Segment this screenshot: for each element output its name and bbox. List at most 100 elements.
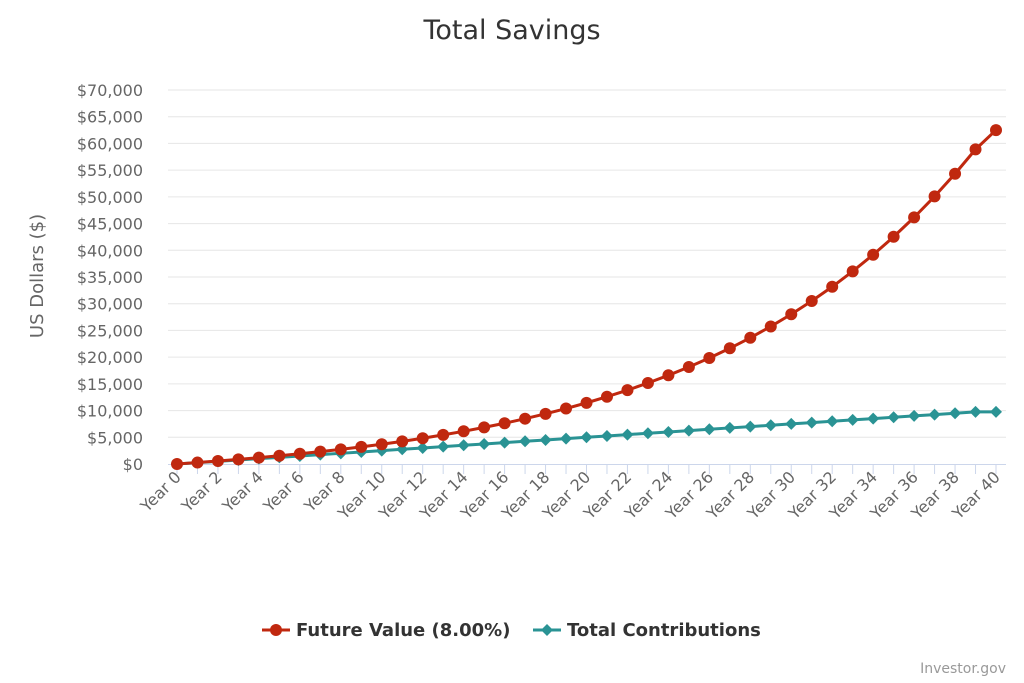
- data-point[interactable]: [437, 428, 450, 441]
- y-tick-label: $50,000: [77, 188, 143, 207]
- y-tick-label: $30,000: [77, 295, 143, 314]
- data-point[interactable]: [867, 248, 880, 261]
- data-point[interactable]: [600, 390, 613, 403]
- data-point[interactable]: [478, 421, 491, 434]
- data-point[interactable]: [600, 429, 613, 442]
- grid-lines: [168, 89, 1006, 438]
- data-point[interactable]: [416, 441, 429, 454]
- data-point[interactable]: [273, 449, 286, 462]
- chart-title: Total Savings: [422, 15, 600, 46]
- y-tick-label: $15,000: [77, 375, 143, 394]
- data-point[interactable]: [887, 411, 900, 424]
- data-point[interactable]: [785, 308, 798, 321]
- data-point[interactable]: [682, 424, 695, 437]
- data-point[interactable]: [682, 360, 695, 373]
- data-point[interactable]: [355, 440, 368, 453]
- data-point[interactable]: [703, 423, 716, 436]
- data-point[interactable]: [662, 369, 675, 382]
- y-tick-label: $0: [123, 455, 143, 474]
- data-point[interactable]: [908, 409, 921, 422]
- data-point[interactable]: [641, 427, 654, 440]
- data-point[interactable]: [416, 432, 429, 445]
- data-point[interactable]: [641, 377, 654, 390]
- data-point[interactable]: [560, 402, 573, 415]
- data-point[interactable]: [498, 417, 511, 430]
- data-point[interactable]: [785, 417, 798, 430]
- data-point[interactable]: [744, 420, 757, 433]
- data-point[interactable]: [457, 439, 470, 452]
- data-point[interactable]: [826, 415, 839, 428]
- data-point[interactable]: [252, 451, 265, 464]
- data-point[interactable]: [764, 419, 777, 432]
- data-point[interactable]: [723, 421, 736, 434]
- data-point[interactable]: [396, 435, 409, 448]
- data-point[interactable]: [539, 407, 552, 420]
- series-1: [171, 405, 1002, 470]
- data-point[interactable]: [437, 440, 450, 453]
- legend-item-0[interactable]: Future Value (8.00%): [262, 620, 510, 641]
- y-tick-label: $40,000: [77, 241, 143, 260]
- data-point[interactable]: [519, 435, 532, 448]
- series-area: [171, 124, 1002, 470]
- data-point[interactable]: [191, 456, 204, 469]
- data-point[interactable]: [826, 280, 839, 293]
- data-point[interactable]: [171, 458, 183, 470]
- data-point[interactable]: [908, 211, 921, 224]
- data-point[interactable]: [969, 143, 982, 156]
- data-point[interactable]: [478, 437, 491, 450]
- data-point[interactable]: [314, 445, 327, 458]
- data-point[interactable]: [293, 447, 306, 460]
- data-point[interactable]: [334, 443, 347, 456]
- legend[interactable]: Future Value (8.00%) Total Contributions: [262, 620, 761, 641]
- data-point[interactable]: [232, 453, 245, 466]
- data-point[interactable]: [846, 413, 859, 426]
- data-point[interactable]: [211, 455, 224, 468]
- y-tick-label: $35,000: [77, 268, 143, 287]
- legend-item-1[interactable]: Total Contributions: [533, 620, 761, 641]
- x-tick-label: Year 6: [259, 467, 308, 516]
- y-tick-label: $60,000: [77, 134, 143, 153]
- data-point[interactable]: [990, 124, 1002, 137]
- data-point[interactable]: [744, 331, 757, 344]
- data-point[interactable]: [887, 230, 900, 243]
- data-point[interactable]: [805, 416, 818, 429]
- legend-marker: [541, 624, 553, 636]
- y-tick-label: $20,000: [77, 348, 143, 367]
- data-point[interactable]: [723, 342, 736, 355]
- data-point[interactable]: [457, 425, 470, 438]
- y-tick-label: $65,000: [77, 108, 143, 127]
- y-tick-label: $45,000: [77, 215, 143, 234]
- data-point[interactable]: [928, 190, 941, 203]
- data-point[interactable]: [621, 428, 634, 441]
- data-point[interactable]: [990, 405, 1002, 418]
- y-tick-label: $5,000: [87, 428, 143, 447]
- data-point[interactable]: [703, 351, 716, 364]
- data-point[interactable]: [662, 425, 675, 438]
- data-point[interactable]: [949, 167, 962, 180]
- data-point[interactable]: [949, 407, 962, 420]
- data-point[interactable]: [805, 295, 818, 308]
- y-axis-title: US Dollars ($): [27, 214, 48, 338]
- data-point[interactable]: [621, 384, 634, 397]
- y-tick-label: $10,000: [77, 402, 143, 421]
- data-point[interactable]: [375, 438, 388, 451]
- data-point[interactable]: [580, 431, 593, 444]
- data-point[interactable]: [928, 408, 941, 421]
- series-0: [171, 124, 1002, 470]
- data-point[interactable]: [519, 412, 532, 425]
- credit-link[interactable]: Investor.gov: [920, 661, 1006, 677]
- legend-label: Future Value (8.00%): [296, 620, 510, 641]
- legend-label: Total Contributions: [567, 620, 761, 641]
- y-tick-label: $70,000: [77, 81, 143, 100]
- data-point[interactable]: [764, 320, 777, 333]
- data-point[interactable]: [580, 396, 593, 409]
- data-point[interactable]: [560, 432, 573, 445]
- data-point[interactable]: [539, 433, 552, 446]
- data-point[interactable]: [846, 265, 859, 278]
- data-point[interactable]: [969, 405, 982, 418]
- data-point[interactable]: [867, 412, 880, 425]
- y-tick-label: $25,000: [77, 321, 143, 340]
- data-point[interactable]: [498, 436, 511, 449]
- legend-marker: [270, 624, 282, 636]
